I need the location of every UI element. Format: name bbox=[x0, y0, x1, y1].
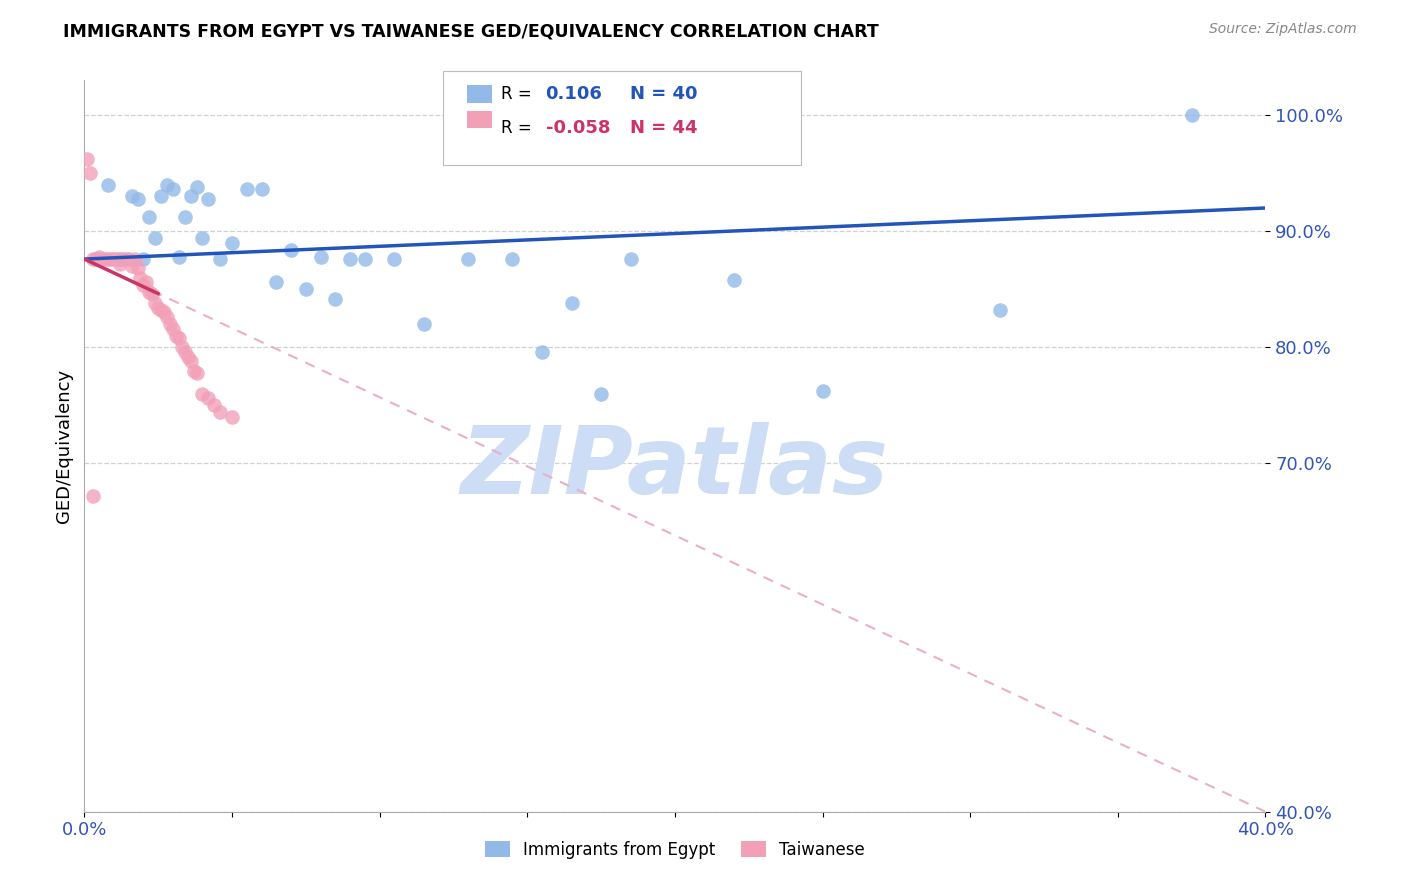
Text: R =: R = bbox=[501, 119, 537, 136]
Point bbox=[209, 405, 232, 419]
Point bbox=[413, 317, 436, 331]
Point bbox=[111, 252, 134, 266]
Point bbox=[82, 252, 104, 266]
Point bbox=[100, 252, 122, 266]
Text: N = 44: N = 44 bbox=[630, 119, 697, 136]
Point bbox=[221, 409, 243, 424]
Point bbox=[197, 392, 219, 406]
Point bbox=[186, 180, 208, 194]
Point bbox=[121, 259, 143, 273]
Point bbox=[354, 252, 377, 266]
Point bbox=[97, 178, 120, 192]
Point bbox=[124, 252, 146, 266]
Point bbox=[266, 275, 288, 289]
Point bbox=[143, 296, 166, 310]
Point bbox=[94, 252, 117, 266]
Point bbox=[87, 250, 111, 264]
Text: IMMIGRANTS FROM EGYPT VS TAIWANESE GED/EQUIVALENCY CORRELATION CHART: IMMIGRANTS FROM EGYPT VS TAIWANESE GED/E… bbox=[63, 22, 879, 40]
Point bbox=[156, 178, 179, 192]
Point bbox=[156, 310, 179, 325]
Point bbox=[84, 252, 107, 266]
Point bbox=[167, 250, 190, 264]
Point bbox=[501, 252, 523, 266]
Point bbox=[132, 277, 155, 292]
Point bbox=[148, 301, 170, 315]
Point bbox=[114, 252, 136, 266]
Text: ZIPatlas: ZIPatlas bbox=[461, 422, 889, 514]
Point bbox=[103, 252, 125, 266]
Point bbox=[988, 303, 1011, 318]
Point bbox=[561, 296, 583, 310]
Point bbox=[309, 250, 332, 264]
Point bbox=[76, 153, 98, 167]
Point bbox=[127, 261, 149, 276]
Text: -0.058: -0.058 bbox=[546, 119, 610, 136]
Point bbox=[138, 285, 160, 299]
Point bbox=[97, 252, 120, 266]
Point bbox=[295, 282, 318, 296]
Point bbox=[159, 317, 181, 331]
Point bbox=[186, 366, 208, 380]
Point bbox=[167, 331, 190, 345]
Point bbox=[141, 286, 163, 301]
Text: Source: ZipAtlas.com: Source: ZipAtlas.com bbox=[1209, 22, 1357, 37]
Point bbox=[183, 363, 205, 377]
Point bbox=[153, 305, 176, 319]
Point bbox=[84, 252, 107, 266]
Point bbox=[129, 270, 152, 285]
Point bbox=[150, 189, 173, 203]
Point bbox=[170, 340, 193, 354]
Point bbox=[180, 354, 202, 368]
Point bbox=[105, 252, 128, 266]
Legend: Immigrants from Egypt, Taiwanese: Immigrants from Egypt, Taiwanese bbox=[478, 834, 872, 865]
Point bbox=[180, 189, 202, 203]
Text: N = 40: N = 40 bbox=[630, 85, 697, 103]
Point bbox=[202, 398, 225, 412]
Point bbox=[811, 384, 834, 399]
Point bbox=[150, 303, 173, 318]
Point bbox=[138, 211, 160, 225]
Text: R =: R = bbox=[501, 85, 537, 103]
Point bbox=[82, 489, 104, 503]
Point bbox=[165, 328, 187, 343]
Point bbox=[108, 252, 131, 266]
Point bbox=[177, 350, 200, 364]
Point bbox=[236, 182, 259, 196]
Point bbox=[591, 386, 613, 401]
Point bbox=[1181, 108, 1204, 122]
Point bbox=[382, 252, 406, 266]
Point bbox=[108, 257, 131, 271]
Point bbox=[457, 252, 479, 266]
Point bbox=[280, 243, 302, 257]
Point bbox=[197, 192, 219, 206]
Point bbox=[191, 386, 214, 401]
Y-axis label: GED/Equivalency: GED/Equivalency bbox=[55, 369, 73, 523]
Point bbox=[173, 211, 195, 225]
Point bbox=[91, 252, 114, 266]
Point bbox=[723, 273, 745, 287]
Point bbox=[620, 252, 643, 266]
Point bbox=[250, 182, 273, 196]
Point bbox=[135, 275, 157, 289]
Point bbox=[162, 322, 184, 336]
Point bbox=[143, 231, 166, 245]
Point bbox=[132, 252, 155, 266]
Point bbox=[221, 235, 243, 250]
Point bbox=[162, 182, 184, 196]
Point bbox=[79, 166, 101, 180]
Point bbox=[118, 252, 141, 266]
Point bbox=[531, 345, 554, 359]
Point bbox=[127, 192, 149, 206]
Point bbox=[121, 189, 143, 203]
Point bbox=[339, 252, 361, 266]
Point bbox=[209, 252, 232, 266]
Point bbox=[191, 231, 214, 245]
Point bbox=[173, 345, 195, 359]
Text: 0.106: 0.106 bbox=[546, 85, 602, 103]
Point bbox=[325, 292, 347, 306]
